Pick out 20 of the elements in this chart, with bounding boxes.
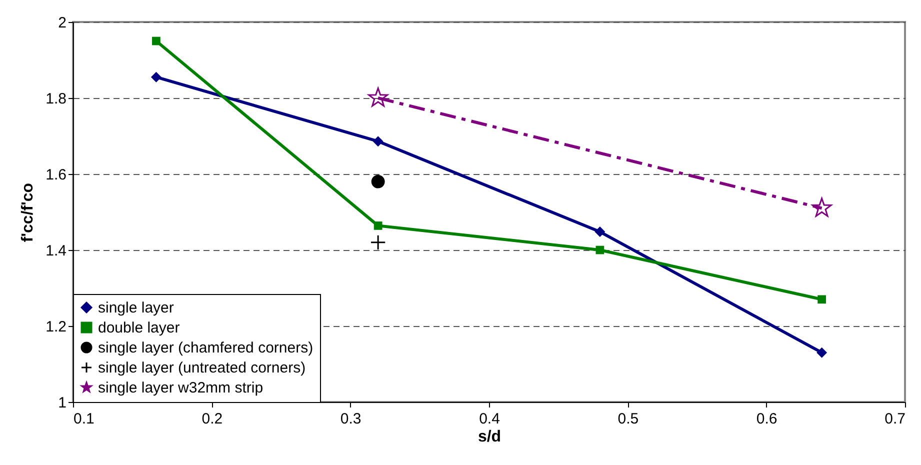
x-tick-label: 0.2 [202, 410, 223, 428]
x-tick-label: 0.1 [74, 410, 94, 428]
y-axis-title: f'cc/f'co [20, 182, 37, 242]
legend-label: single layer (untreated corners) [98, 360, 306, 376]
legend-label: single layer (chamfered corners) [98, 340, 314, 356]
y-tick-label: 1.4 [46, 242, 66, 260]
x-axis-title: s/d [478, 428, 502, 446]
y-tick-label: 2 [58, 14, 66, 32]
x-tick-label: 0.3 [340, 410, 362, 428]
y-tick-label: 1.8 [46, 90, 66, 108]
legend-label: single layer w32mm strip [98, 380, 264, 396]
legend-label: double layer [98, 320, 180, 336]
legend-label: single layer [98, 300, 174, 316]
x-tick-label: 0.7 [884, 410, 906, 428]
x-tick-label: 0.4 [479, 410, 500, 428]
y-tick-label: 1 [58, 394, 66, 412]
x-tick-label: 0.5 [618, 410, 639, 428]
x-tick-label: 0.6 [756, 410, 778, 428]
y-tick-label: 1.6 [46, 166, 66, 184]
y-tick-label: 1.2 [46, 318, 66, 336]
